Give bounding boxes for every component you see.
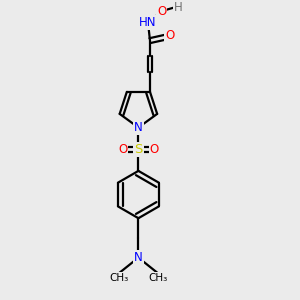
Text: O: O — [150, 143, 159, 156]
Text: CH₃: CH₃ — [109, 273, 128, 283]
Text: O: O — [118, 143, 127, 156]
Text: CH₃: CH₃ — [148, 273, 168, 283]
Text: N: N — [134, 251, 143, 264]
Text: N: N — [134, 121, 143, 134]
Text: H: H — [174, 1, 183, 13]
Text: O: O — [157, 4, 167, 18]
Text: HN: HN — [139, 16, 157, 29]
Text: S: S — [134, 143, 142, 156]
Text: O: O — [165, 29, 174, 42]
